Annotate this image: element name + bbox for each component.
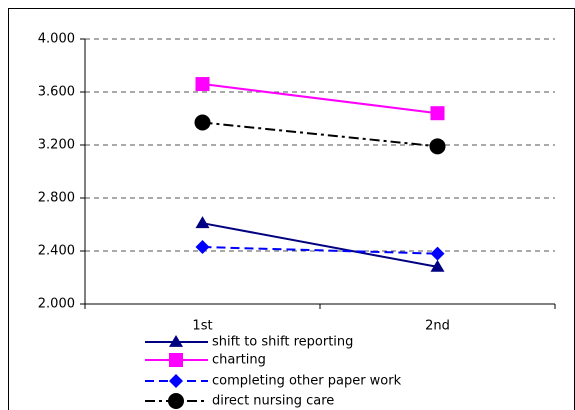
x-tick-label: 1st	[192, 319, 212, 334]
marker	[195, 77, 210, 92]
y-tick-label: 3.200	[38, 138, 75, 153]
y-tick-label: 3.600	[38, 85, 75, 100]
marker	[429, 138, 446, 155]
marker	[430, 259, 445, 272]
y-tick-label: 2.400	[38, 244, 75, 259]
marker	[430, 246, 445, 261]
legend-marker	[169, 374, 183, 388]
series-line	[202, 83, 438, 115]
y-tick-label: 2.000	[38, 297, 75, 312]
legend-label: direct nursing care	[212, 394, 334, 409]
legend-label: shift to shift reporting	[212, 335, 353, 350]
series-line	[202, 121, 438, 148]
legend-marker	[168, 393, 184, 409]
marker	[194, 114, 211, 131]
chart-frame	[8, 8, 575, 410]
legend-marker	[169, 335, 183, 347]
marker	[195, 216, 210, 229]
marker	[195, 240, 210, 255]
y-tick-label: 4.000	[38, 32, 75, 47]
legend-label: charting	[212, 353, 266, 368]
series-line	[202, 222, 438, 268]
x-tick-label: 2nd	[425, 319, 450, 334]
series-line	[202, 246, 438, 255]
legend-marker	[169, 353, 183, 367]
marker	[430, 106, 445, 121]
legend-label: completing other paper work	[212, 374, 402, 389]
y-tick-label: 2.800	[38, 191, 75, 206]
